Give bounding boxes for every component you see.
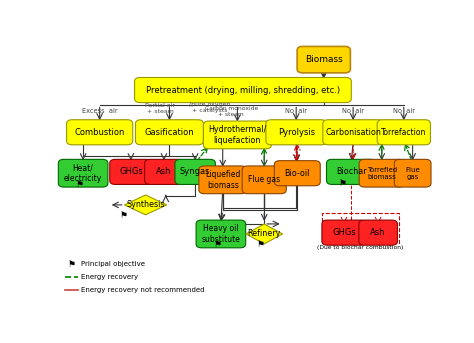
Text: Pyrolysis: Pyrolysis	[278, 128, 315, 137]
Text: No  air: No air	[285, 108, 307, 114]
FancyBboxPatch shape	[66, 120, 133, 145]
Text: Energy recovery not recommended: Energy recovery not recommended	[82, 287, 205, 293]
FancyBboxPatch shape	[135, 78, 351, 103]
Text: GHGs: GHGs	[332, 228, 356, 237]
Text: Biomass: Biomass	[305, 55, 343, 64]
Text: Heat/
electricity: Heat/ electricity	[64, 164, 102, 183]
Text: ⚑: ⚑	[67, 260, 75, 269]
FancyBboxPatch shape	[322, 220, 366, 245]
FancyBboxPatch shape	[359, 159, 404, 187]
FancyBboxPatch shape	[323, 120, 383, 145]
Text: ⚑: ⚑	[119, 211, 128, 220]
Text: Syngas: Syngas	[180, 167, 210, 176]
Text: No  air: No air	[393, 108, 415, 114]
Text: Gasification: Gasification	[145, 128, 194, 137]
Text: Combustion: Combustion	[74, 128, 125, 137]
FancyBboxPatch shape	[145, 159, 183, 185]
Text: Torrefied
biomass: Torrefied biomass	[367, 167, 397, 180]
FancyBboxPatch shape	[274, 161, 320, 186]
Text: Biochar: Biochar	[336, 167, 366, 176]
Polygon shape	[246, 224, 283, 244]
FancyBboxPatch shape	[136, 120, 203, 145]
Text: Carbon monoxide
+ steam: Carbon monoxide + steam	[205, 106, 258, 117]
FancyBboxPatch shape	[58, 159, 108, 187]
Text: Ash: Ash	[156, 167, 172, 176]
Text: Energy recovery: Energy recovery	[82, 274, 138, 280]
Text: Excess  air: Excess air	[82, 108, 118, 114]
FancyBboxPatch shape	[110, 159, 152, 185]
FancyBboxPatch shape	[242, 166, 286, 194]
FancyBboxPatch shape	[175, 159, 215, 185]
Text: Pretreatment (drying, milling, shredding, etc.): Pretreatment (drying, milling, shredding…	[146, 85, 340, 95]
Text: Hydrothermal/
liquefaction: Hydrothermal/ liquefaction	[208, 125, 266, 145]
Text: GHGs: GHGs	[119, 167, 143, 176]
FancyBboxPatch shape	[377, 120, 430, 145]
Polygon shape	[125, 195, 167, 215]
Text: Torrefaction: Torrefaction	[381, 128, 427, 137]
FancyBboxPatch shape	[327, 159, 376, 185]
Text: Bio-oil: Bio-oil	[284, 169, 310, 178]
Text: Heavy oil
substitute: Heavy oil substitute	[201, 224, 240, 244]
Text: Liquefied
biomass: Liquefied biomass	[205, 170, 240, 190]
Text: Flue
gas: Flue gas	[405, 167, 420, 180]
Text: Partial air
+ steam: Partial air + steam	[145, 103, 175, 114]
Text: (Due to biochar combustion): (Due to biochar combustion)	[317, 245, 404, 250]
Text: Flue gas: Flue gas	[248, 175, 280, 184]
Text: Synthesis: Synthesis	[127, 200, 165, 210]
Text: No  air: No air	[342, 108, 364, 114]
FancyBboxPatch shape	[266, 120, 327, 145]
Text: Principal objective: Principal objective	[82, 261, 146, 267]
FancyBboxPatch shape	[359, 220, 397, 245]
FancyBboxPatch shape	[394, 159, 431, 187]
Text: Refinery: Refinery	[247, 229, 281, 238]
Text: ⚑: ⚑	[256, 239, 264, 248]
Text: ⚑: ⚑	[338, 179, 346, 188]
FancyBboxPatch shape	[297, 46, 350, 73]
Text: Ash: Ash	[370, 228, 386, 237]
Text: ⚑: ⚑	[75, 180, 83, 189]
FancyBboxPatch shape	[196, 220, 246, 248]
Text: /pure oxygen
+ catalysts: /pure oxygen + catalysts	[189, 102, 231, 113]
FancyBboxPatch shape	[199, 166, 246, 194]
Text: ⚑: ⚑	[213, 239, 221, 248]
Text: Carbonisation: Carbonisation	[325, 128, 381, 137]
FancyBboxPatch shape	[203, 121, 272, 149]
